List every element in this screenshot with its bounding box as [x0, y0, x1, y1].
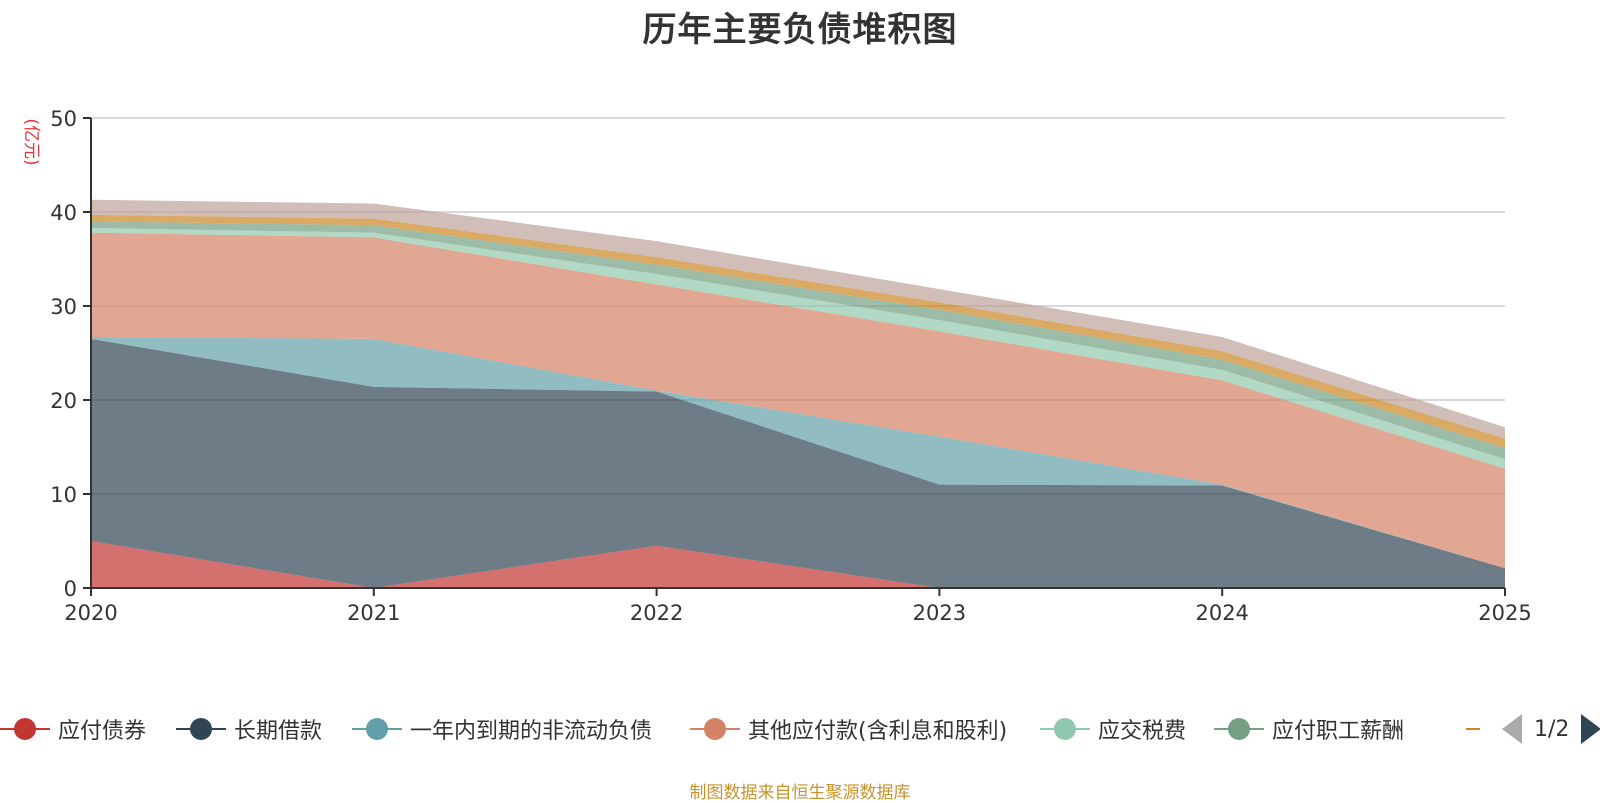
y-axis-unit-label: (亿元) [21, 118, 41, 165]
x-tick-label: 2025 [1478, 601, 1531, 625]
y-tick-label: 0 [64, 577, 77, 601]
legend: 应付债券 长期借款 一年内到期的非流动负债 其他应付款(含利息和股利) 应交税费 应付职工… [0, 712, 1600, 746]
stacked-areas [91, 199, 1505, 588]
legend-page-indicator: 1/2 [1534, 716, 1570, 742]
legend-label: 其他应付款(含利息和股利) [748, 719, 1008, 744]
area-series-4[interactable] [91, 232, 1505, 569]
legend-item-partial[interactable] [1466, 712, 1480, 746]
y-tick-label: 20 [50, 389, 77, 413]
legend-label: 一年内到期的非流动负债 [410, 719, 653, 744]
legend-prev-page-icon[interactable] [1502, 714, 1522, 744]
legend-pager: 1/2 [1502, 712, 1600, 746]
legend-marker-icon [1040, 712, 1090, 746]
legend-item[interactable]: 长期借款 [176, 712, 322, 746]
legend-marker-icon [690, 712, 740, 746]
legend-item[interactable]: 一年内到期的非流动负债 [352, 712, 652, 746]
legend-item[interactable]: 应付债券 [0, 712, 146, 746]
y-tick-label: 50 [50, 107, 77, 131]
x-tick-label: 2024 [1195, 601, 1248, 625]
legend-item[interactable]: 应付职工薪酬 [1214, 712, 1404, 746]
y-tick-label: 10 [50, 483, 77, 507]
y-tick-label: 30 [50, 295, 77, 319]
data-source-footer: 制图数据来自恒生聚源数据库 [689, 783, 911, 803]
area-series-1[interactable] [91, 541, 1505, 588]
area-series-3[interactable] [91, 337, 1505, 569]
x-tick-label: 2020 [64, 601, 117, 625]
legend-label: 应付职工薪酬 [1272, 719, 1405, 744]
legend-label: 应付债券 [58, 719, 147, 744]
x-tick-label: 2022 [630, 601, 683, 625]
axes: 0 10 20 30 40 50 2020 2021 2022 2023 2024 2025 [50, 107, 1531, 625]
x-tick-label: 2023 [913, 601, 966, 625]
area-series-2[interactable] [91, 338, 1505, 588]
legend-item[interactable]: 应交税费 [1040, 712, 1186, 746]
legend-marker-icon [1466, 712, 1480, 746]
legend-item[interactable]: 其他应付款(含利息和股利) [690, 712, 1007, 746]
y-tick-label: 40 [50, 201, 77, 225]
legend-marker-icon [352, 712, 402, 746]
x-tick-label: 2021 [347, 601, 400, 625]
legend-label: 长期借款 [234, 719, 323, 744]
legend-next-page-icon[interactable] [1581, 714, 1600, 744]
legend-marker-icon [176, 712, 226, 746]
legend-label: 应交税费 [1098, 719, 1187, 744]
legend-marker-icon [0, 712, 50, 746]
legend-marker-icon [1214, 712, 1264, 746]
chart-title: 历年主要负债堆积图 [642, 10, 958, 50]
